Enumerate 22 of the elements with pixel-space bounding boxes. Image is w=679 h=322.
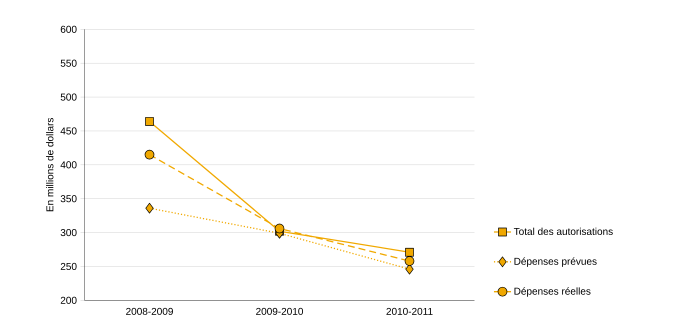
y-tick-label: 300 bbox=[60, 229, 77, 236]
y-tick-label: 200 bbox=[60, 296, 77, 304]
x-tick-label: 2010-2011 bbox=[386, 308, 433, 315]
point bbox=[274, 224, 284, 234]
point bbox=[144, 150, 154, 160]
y-tick-label: 450 bbox=[60, 127, 77, 134]
point bbox=[405, 248, 414, 257]
y-tick-label: 350 bbox=[60, 195, 77, 202]
y-tick-label: 250 bbox=[60, 262, 77, 270]
point bbox=[404, 256, 414, 266]
legend-label: Total des autorisations bbox=[514, 228, 613, 235]
legend-label: Dépenses prévues bbox=[514, 257, 597, 267]
y-tick-label: 550 bbox=[60, 60, 77, 67]
y-tick-label: 400 bbox=[60, 161, 77, 168]
x-tick-label: 2009-2010 bbox=[256, 308, 304, 315]
point bbox=[145, 117, 154, 126]
y-axis-title: En millions de dollars bbox=[46, 118, 54, 212]
legend-label: Dépenses réelles bbox=[514, 287, 591, 297]
y-tick-label: 600 bbox=[60, 26, 77, 33]
point bbox=[145, 202, 154, 214]
x-tick-label: 2008-2009 bbox=[126, 308, 173, 315]
y-tick-label: 500 bbox=[60, 94, 77, 101]
